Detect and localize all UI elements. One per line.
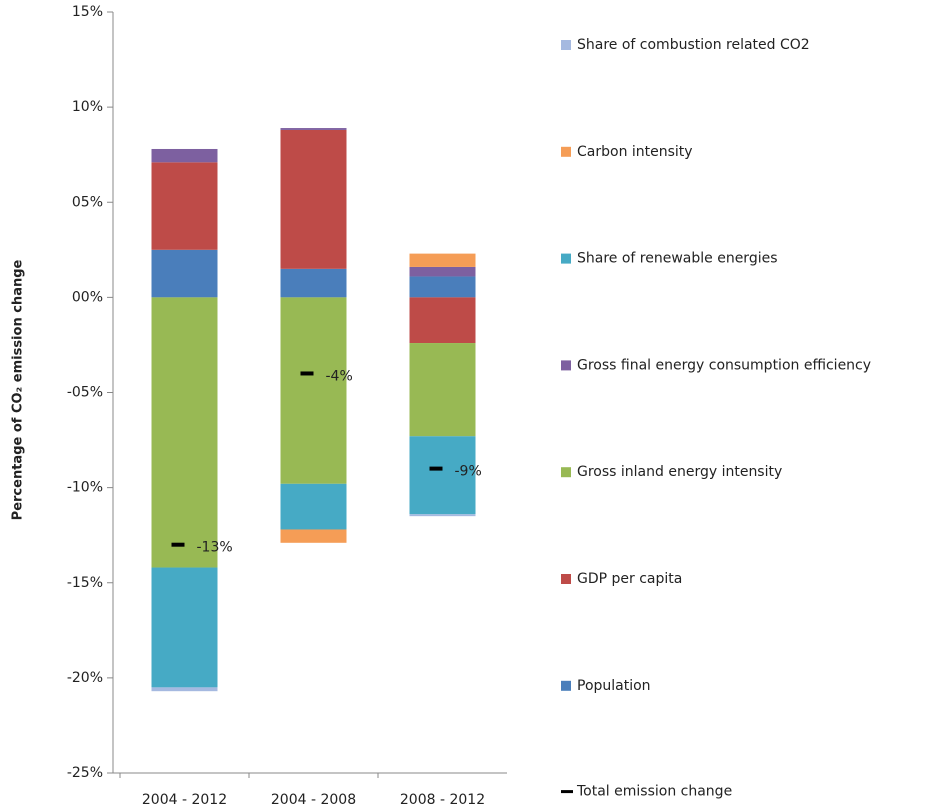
legend-label: Gross final energy consumption efficienc… (577, 357, 871, 373)
legend-swatch (561, 680, 571, 691)
legend-label: Gross inland energy intensity (577, 464, 782, 480)
bar-segment (151, 249, 218, 298)
bar-segment (409, 276, 476, 298)
y-tick-label: -10% (67, 480, 103, 496)
legend-label: Share of renewable energies (577, 251, 778, 267)
bar-segment (409, 253, 476, 267)
y-tick-label: 05% (72, 194, 103, 210)
bar-segment (280, 129, 347, 269)
bar-segment (280, 529, 347, 543)
y-tick-label: 00% (72, 289, 103, 305)
y-tick-label: 15% (72, 4, 103, 20)
legend-swatch (561, 574, 571, 584)
y-axis-title: Percentage of CO₂ emission change (11, 259, 26, 520)
bar-segment (409, 266, 476, 277)
legend-swatch (561, 467, 571, 478)
total-label: -4% (326, 368, 353, 384)
x-tick-label: 2008 - 2012 (400, 792, 485, 808)
legend-swatch (561, 146, 571, 157)
y-tick-label: -15% (67, 575, 103, 591)
bar-segment (409, 343, 476, 437)
legend-label: Carbon intensity (577, 144, 693, 160)
bar-segment (409, 297, 476, 344)
bar-segment (280, 483, 347, 530)
bar-segment (151, 687, 218, 692)
bar-segment (409, 436, 476, 515)
y-tick-label: -25% (67, 765, 103, 781)
x-tick-label: 2004 - 2012 (142, 792, 227, 808)
legend-label: Share of combustion related CO2 (577, 37, 810, 53)
y-tick-label: 10% (72, 99, 103, 115)
bar-segment (280, 128, 347, 130)
total-label: -13% (197, 540, 233, 556)
bar-segment (151, 297, 218, 568)
legend-swatch (561, 360, 571, 371)
bar-segment (280, 297, 347, 484)
legend-label: Population (577, 678, 651, 694)
x-tick-label: 2004 - 2008 (271, 792, 356, 808)
bar-segment (151, 148, 218, 163)
bar-segment (151, 162, 218, 250)
legend-label: GDP per capita (577, 571, 682, 587)
legend-label: Total emission change (576, 784, 732, 800)
total-label: -9% (455, 464, 482, 480)
y-tick-label: -05% (67, 385, 103, 401)
legend-swatch (561, 253, 571, 264)
bar-segment (151, 567, 218, 688)
y-tick-label: -20% (67, 670, 103, 686)
bar-segment (409, 514, 476, 517)
legend-swatch (561, 40, 571, 50)
bar-segment (280, 268, 347, 298)
